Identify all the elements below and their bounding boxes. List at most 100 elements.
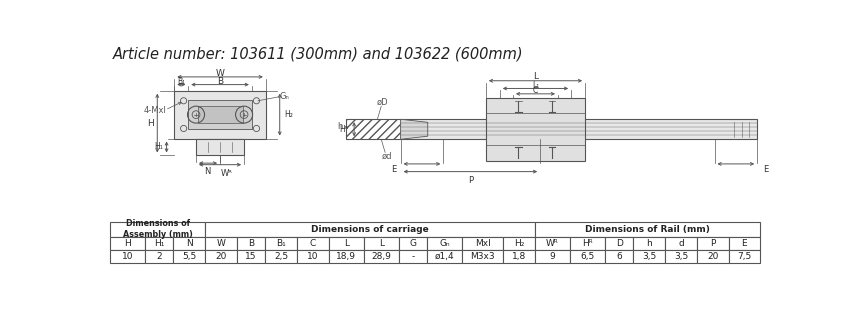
Bar	[503, 237, 535, 250]
Bar	[486, 98, 585, 161]
Text: 20: 20	[216, 252, 227, 261]
Bar	[665, 250, 697, 263]
Bar	[604, 250, 633, 263]
Text: E: E	[763, 165, 768, 174]
Text: B: B	[217, 77, 223, 86]
Text: E: E	[391, 165, 396, 174]
Bar	[174, 91, 266, 139]
Text: 2,5: 2,5	[274, 252, 289, 261]
Text: d: d	[678, 239, 683, 248]
Text: C: C	[533, 86, 538, 95]
Bar	[205, 250, 237, 263]
Text: N: N	[205, 167, 211, 176]
Bar	[604, 237, 633, 250]
Text: L: L	[344, 239, 349, 248]
Text: 20: 20	[707, 252, 718, 261]
Bar	[110, 250, 145, 263]
Text: M3x3: M3x3	[470, 252, 495, 261]
Text: B₁: B₁	[177, 77, 185, 86]
Text: G: G	[409, 239, 416, 248]
Bar	[110, 222, 205, 237]
Bar	[503, 250, 535, 263]
Bar	[196, 139, 244, 156]
Text: Article number: 103611 (300mm) and 103622 (600mm): Article number: 103611 (300mm) and 10362…	[112, 46, 523, 61]
Bar	[110, 237, 145, 250]
Text: 10: 10	[121, 252, 133, 261]
Text: Gₙ: Gₙ	[439, 239, 450, 248]
Text: Wᴿ: Wᴿ	[220, 169, 232, 178]
Text: H: H	[147, 119, 154, 128]
Bar	[462, 250, 503, 263]
Text: Hᴿ: Hᴿ	[582, 239, 593, 248]
Text: 28,9: 28,9	[371, 252, 391, 261]
Bar	[205, 237, 237, 250]
Text: 2: 2	[156, 252, 162, 261]
Bar	[297, 237, 329, 250]
Text: 4-Mxl: 4-Mxl	[143, 106, 166, 115]
Text: H₂: H₂	[284, 110, 293, 119]
Text: E: E	[741, 239, 747, 248]
Text: ø1,4: ø1,4	[435, 252, 454, 261]
Text: H₁: H₁	[155, 142, 164, 151]
Bar	[535, 222, 760, 237]
Text: P: P	[468, 176, 473, 185]
Bar	[188, 100, 252, 129]
Text: H₂: H₂	[514, 239, 525, 248]
Text: Mxl: Mxl	[475, 239, 491, 248]
Text: 5,5: 5,5	[183, 252, 196, 261]
Text: H: H	[124, 239, 131, 248]
Text: 3,5: 3,5	[642, 252, 656, 261]
Bar	[266, 250, 297, 263]
Bar	[329, 237, 363, 250]
Text: Dimensions of Rail (mm): Dimensions of Rail (mm)	[585, 225, 710, 234]
Text: Dimensions of
Assembly (mm): Dimensions of Assembly (mm)	[122, 219, 193, 239]
Bar	[535, 250, 570, 263]
Text: L: L	[379, 239, 384, 248]
Bar	[237, 237, 266, 250]
Text: 6,5: 6,5	[580, 252, 594, 261]
Bar	[728, 237, 760, 250]
Bar	[697, 250, 728, 263]
Bar	[173, 250, 205, 263]
Text: W: W	[216, 68, 224, 77]
Bar	[266, 237, 297, 250]
Text: 18,9: 18,9	[336, 252, 357, 261]
Bar	[697, 237, 728, 250]
Bar	[198, 106, 243, 123]
Bar	[427, 250, 462, 263]
Text: H₁: H₁	[154, 239, 165, 248]
Bar	[145, 250, 173, 263]
Text: Dimensions of carriage: Dimensions of carriage	[312, 225, 429, 234]
Bar	[297, 250, 329, 263]
Bar	[205, 222, 535, 237]
Text: -: -	[411, 252, 414, 261]
Text: P: P	[710, 239, 716, 248]
Bar	[633, 250, 665, 263]
Polygon shape	[401, 119, 428, 139]
Bar	[145, 237, 173, 250]
Bar	[329, 250, 363, 263]
Bar	[427, 237, 462, 250]
Bar	[728, 250, 760, 263]
Text: h: h	[646, 239, 652, 248]
Text: øD: øD	[377, 98, 389, 107]
Bar	[363, 237, 399, 250]
Text: 7,5: 7,5	[737, 252, 751, 261]
Bar	[462, 237, 503, 250]
Text: L: L	[533, 72, 538, 81]
Text: B₁: B₁	[277, 239, 286, 248]
Bar	[237, 250, 266, 263]
Text: h: h	[337, 122, 342, 131]
Text: L₁: L₁	[531, 81, 539, 90]
Text: Hᴿ: Hᴿ	[339, 125, 348, 134]
Text: Wᴿ: Wᴿ	[546, 239, 559, 248]
Text: N: N	[186, 239, 193, 248]
Bar	[399, 250, 427, 263]
Text: ød: ød	[381, 152, 392, 161]
Bar	[570, 237, 604, 250]
Bar	[665, 237, 697, 250]
Bar	[401, 119, 757, 139]
Text: 15: 15	[245, 252, 257, 261]
Bar	[399, 237, 427, 250]
Bar	[633, 237, 665, 250]
